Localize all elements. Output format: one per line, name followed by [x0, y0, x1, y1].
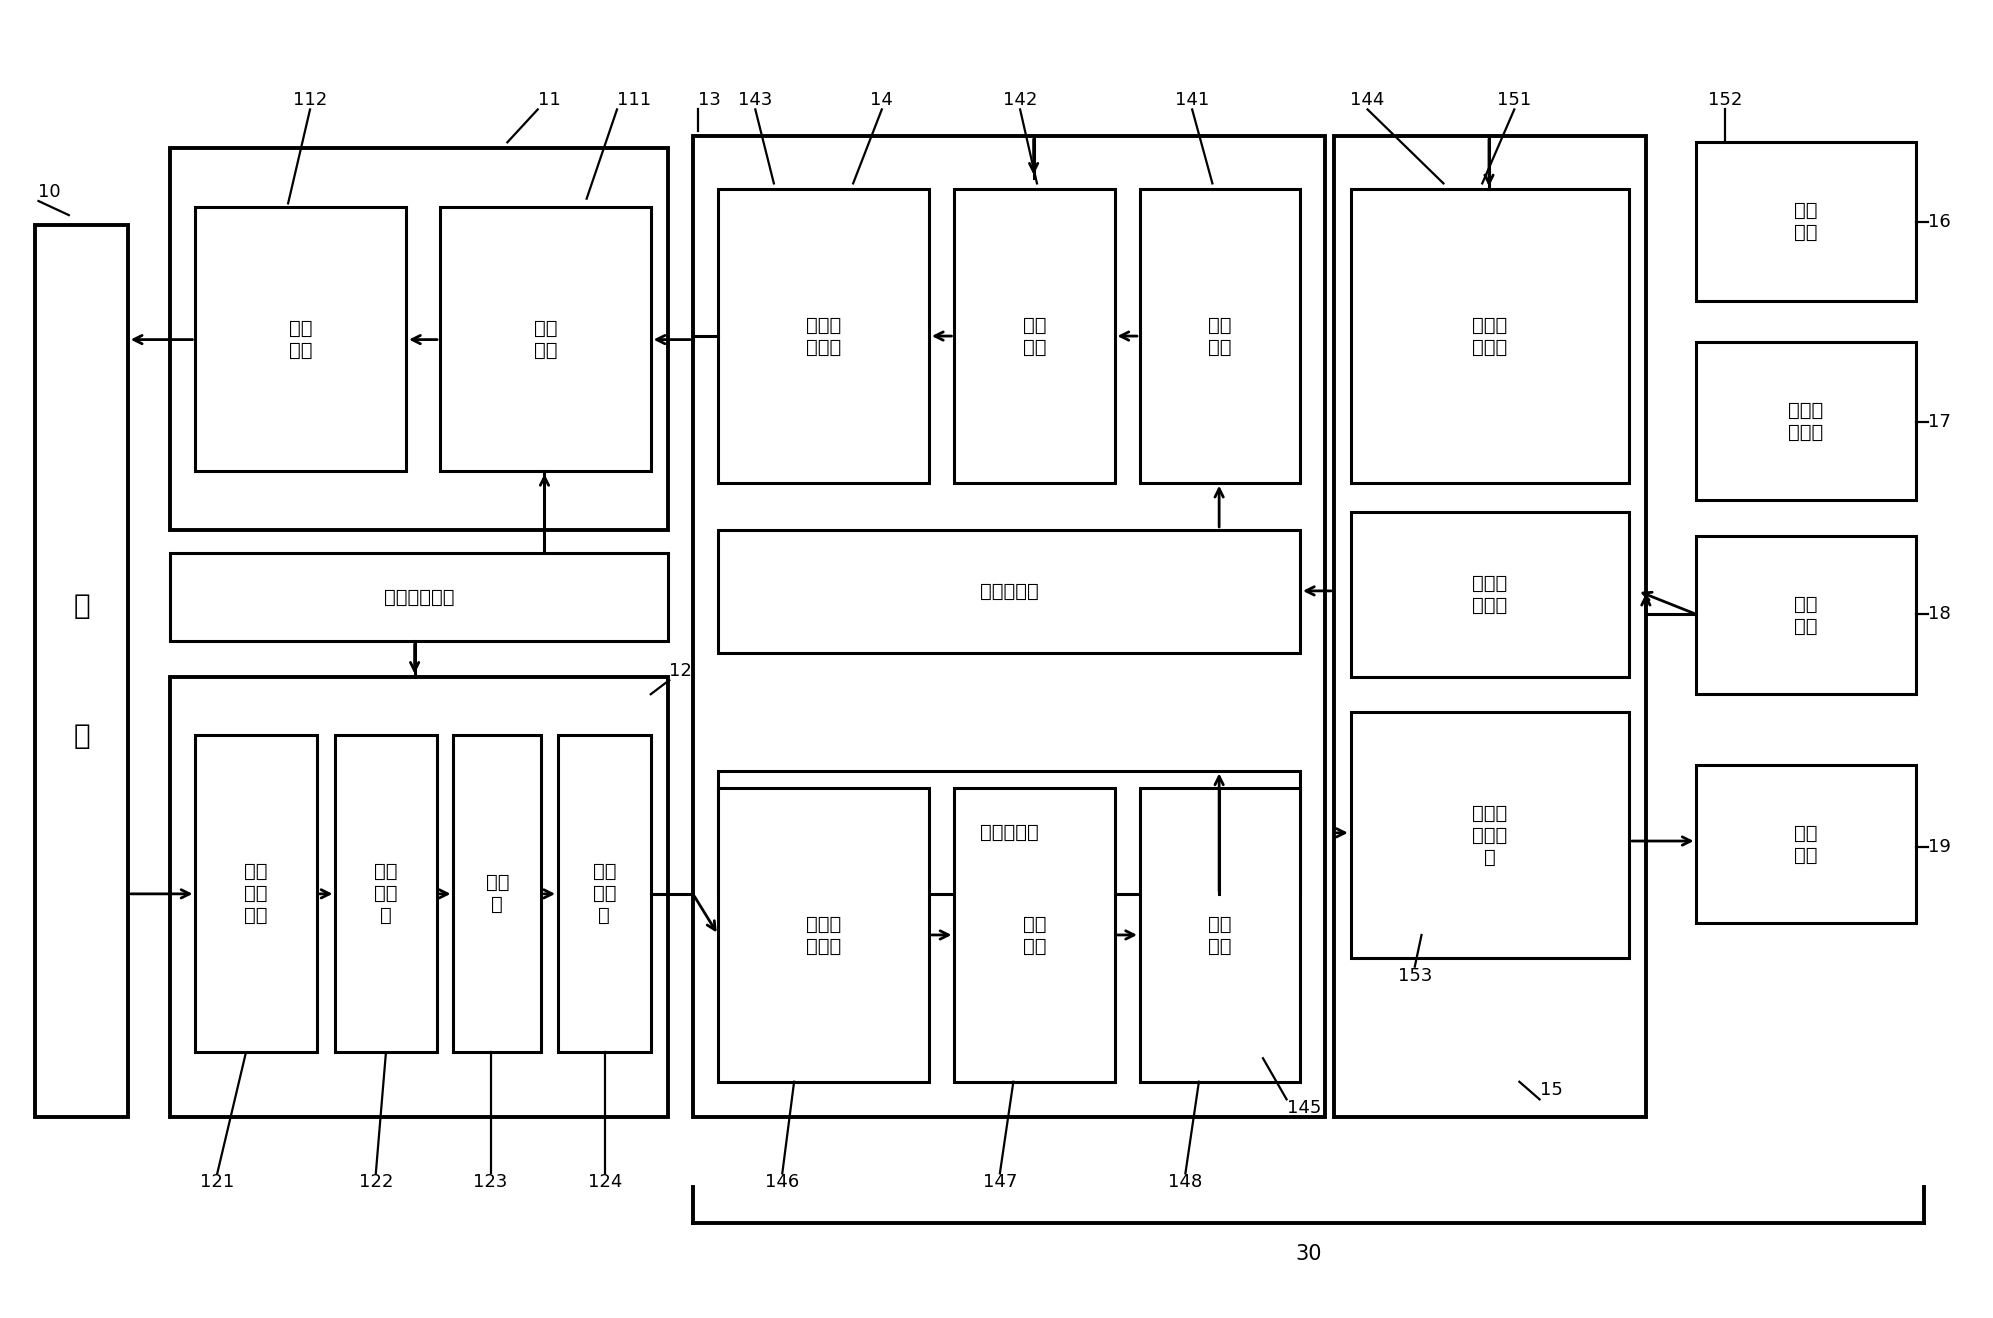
Text: 142: 142 [1002, 91, 1036, 109]
Bar [1696, 764, 1915, 923]
Text: 路由存
储结构: 路由存 储结构 [1473, 573, 1507, 616]
Text: 11: 11 [538, 91, 560, 109]
Bar [195, 735, 317, 1052]
Text: 封帧与
解帧结
构: 封帧与 解帧结 构 [1473, 804, 1507, 867]
Text: 112: 112 [293, 91, 327, 109]
Text: 调制
电路: 调制 电路 [1022, 315, 1046, 357]
Text: 143: 143 [737, 91, 773, 109]
Text: 19: 19 [1927, 838, 1951, 855]
Text: 124: 124 [588, 1173, 622, 1191]
Text: 15: 15 [1541, 1081, 1563, 1099]
Text: 发射存储器: 发射存储器 [981, 583, 1038, 601]
Text: 拓扑维
护结构: 拓扑维 护结构 [1473, 315, 1507, 357]
Text: 滤波
器: 滤波 器 [486, 874, 508, 915]
Bar [1351, 513, 1628, 676]
Bar [1696, 535, 1915, 695]
Bar [1140, 788, 1299, 1082]
Text: 解调
电路: 解调 电路 [1022, 915, 1046, 956]
Text: 第一同
步电路: 第一同 步电路 [805, 315, 841, 357]
Bar [558, 735, 652, 1052]
Text: 152: 152 [1708, 91, 1742, 109]
Bar [1140, 190, 1299, 482]
Text: 141: 141 [1176, 91, 1210, 109]
Text: 18: 18 [1927, 605, 1951, 623]
Bar [452, 735, 542, 1052]
Text: 147: 147 [983, 1173, 1016, 1191]
Text: 解码
电路: 解码 电路 [1208, 915, 1232, 956]
Bar [169, 148, 668, 530]
Text: 输出
结构: 输出 结构 [1794, 824, 1818, 865]
Bar [169, 676, 668, 1116]
Bar [717, 788, 929, 1082]
Text: 接收存储器: 接收存储器 [981, 822, 1038, 842]
Text: 跨阻
放大
电路: 跨阻 放大 电路 [245, 862, 267, 925]
Bar [955, 190, 1114, 482]
Text: 122: 122 [359, 1173, 393, 1191]
Bar [717, 771, 1299, 894]
Text: 146: 146 [765, 1173, 799, 1191]
Text: 145: 145 [1287, 1099, 1321, 1118]
Text: 30: 30 [1295, 1244, 1321, 1264]
Text: 电压
比较
器: 电压 比较 器 [592, 862, 616, 925]
Text: 148: 148 [1168, 1173, 1202, 1191]
Text: 模式切换结构: 模式切换结构 [383, 588, 454, 606]
Text: 111: 111 [618, 91, 652, 109]
Text: 123: 123 [472, 1173, 508, 1191]
Text: 17: 17 [1927, 413, 1951, 431]
Bar [195, 207, 407, 471]
Bar [1351, 712, 1628, 958]
Bar [1696, 341, 1915, 501]
Text: 12: 12 [670, 662, 692, 680]
Bar [440, 207, 652, 471]
Text: 10: 10 [38, 183, 62, 202]
Text: 16: 16 [1927, 214, 1951, 231]
Bar [694, 137, 1325, 1116]
Text: 151: 151 [1497, 91, 1531, 109]
Bar [1351, 190, 1628, 482]
Text: 电源
结构: 电源 结构 [1794, 202, 1818, 243]
Text: 链路控
制结构: 链路控 制结构 [1788, 401, 1824, 442]
Text: 编码
电路: 编码 电路 [1208, 315, 1232, 357]
Text: 14: 14 [871, 91, 893, 109]
Bar [36, 224, 128, 1116]
Bar [717, 530, 1299, 654]
Bar [717, 190, 929, 482]
Bar [169, 554, 668, 642]
Text: 输入
结构: 输入 结构 [1794, 594, 1818, 635]
Text: 第二同
步电路: 第二同 步电路 [805, 915, 841, 956]
Text: 电压
放大
器: 电压 放大 器 [375, 862, 399, 925]
Text: 放大
电路: 放大 电路 [534, 319, 558, 360]
Text: 121: 121 [199, 1173, 235, 1191]
Text: 144: 144 [1351, 91, 1385, 109]
Bar [955, 788, 1114, 1082]
Bar [1333, 137, 1646, 1116]
Text: 光



源: 光 源 [74, 592, 90, 750]
Text: 偏置
电路: 偏置 电路 [289, 319, 313, 360]
Text: 153: 153 [1397, 966, 1433, 985]
Text: 13: 13 [698, 91, 721, 109]
Bar [1696, 142, 1915, 301]
Bar [335, 735, 436, 1052]
